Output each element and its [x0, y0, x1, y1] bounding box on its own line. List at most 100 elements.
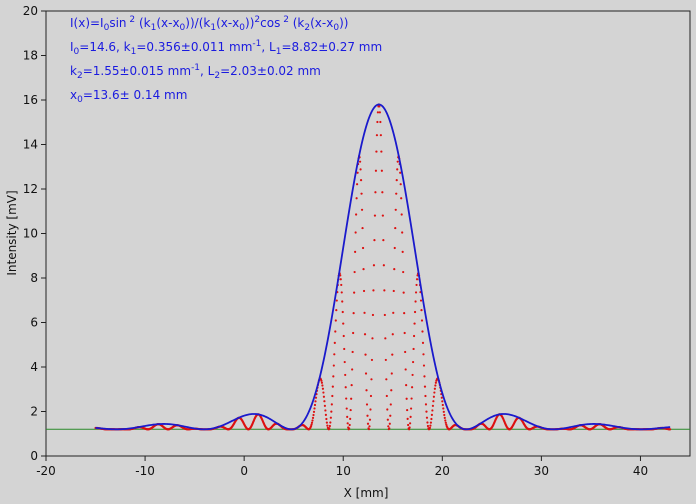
measured-point	[361, 246, 365, 250]
measured-point	[371, 337, 374, 340]
measured-point	[328, 427, 331, 430]
measured-point	[422, 353, 425, 356]
measured-point	[402, 291, 405, 294]
fit-series	[95, 103, 671, 431]
y-tick-label: 2	[30, 405, 38, 419]
x-tick-label: 40	[633, 464, 648, 478]
measured-point	[408, 426, 411, 429]
measured-point	[369, 408, 372, 411]
measured-point	[408, 428, 411, 431]
measured-point	[442, 407, 445, 410]
measured-point	[382, 239, 385, 242]
measured-point	[443, 416, 446, 419]
measured-point	[325, 417, 328, 421]
measured-point	[401, 250, 404, 253]
measured-point	[389, 414, 392, 417]
measured-point	[442, 410, 445, 413]
annotation-params-3: x0=13.6± 0.14 mm	[70, 88, 187, 105]
measured-point	[412, 347, 415, 351]
measured-point	[340, 283, 343, 287]
measured-point	[380, 169, 383, 172]
measured-point	[384, 358, 387, 362]
measured-point	[323, 400, 326, 403]
y-tick-label: 20	[23, 4, 38, 18]
y-tick-label: 18	[23, 49, 38, 63]
measured-point	[429, 424, 432, 427]
measured-point	[376, 120, 379, 124]
measured-point	[391, 333, 394, 336]
measured-point	[375, 134, 379, 137]
measured-point	[330, 403, 333, 406]
measured-point	[431, 404, 434, 407]
measured-point	[414, 291, 418, 294]
measured-point	[431, 409, 434, 412]
measured-point	[393, 246, 396, 250]
measured-point	[388, 422, 391, 425]
measured-point	[410, 397, 413, 400]
measured-point	[345, 407, 348, 410]
measured-point	[421, 330, 424, 333]
measured-point	[348, 427, 351, 430]
measured-point	[425, 410, 428, 413]
measured-point	[369, 394, 373, 398]
measured-point	[374, 169, 378, 172]
measured-point	[411, 373, 414, 377]
measured-point	[363, 333, 367, 336]
annotation-params-2: k2=1.55±0.015 mm-1, L2=2.03±0.02 mm	[70, 63, 321, 81]
measured-point	[325, 421, 328, 424]
measured-point	[390, 389, 393, 392]
measured-point	[379, 134, 382, 137]
measured-point	[331, 385, 334, 388]
measured-point	[669, 428, 672, 431]
measured-point	[341, 310, 344, 314]
measured-point	[330, 410, 333, 413]
measured-point	[321, 384, 324, 387]
measured-point	[430, 413, 433, 416]
measured-point	[322, 395, 326, 398]
measured-point	[356, 183, 359, 186]
measured-point	[350, 384, 353, 387]
measured-point	[421, 341, 425, 344]
y-tick-label: 14	[23, 138, 38, 152]
measured-point	[344, 386, 347, 389]
measured-point	[351, 368, 354, 371]
axes: -20 -10 0 10 20 30 40 0 2 4 6 8 10 12 14 16 18 20	[23, 4, 691, 478]
measured-point	[312, 413, 315, 417]
measured-point	[335, 299, 338, 302]
measured-point	[346, 415, 349, 418]
measured-point	[381, 191, 384, 194]
measured-point	[343, 360, 346, 364]
measured-point	[404, 350, 407, 354]
x-tick-label: 20	[435, 464, 450, 478]
measured-point	[378, 111, 381, 114]
measured-point	[311, 419, 314, 422]
measured-point	[403, 312, 406, 315]
x-axis-label: X [mm]	[344, 486, 389, 500]
measured-point	[424, 403, 428, 406]
measured-point	[323, 404, 326, 407]
measured-point	[320, 381, 324, 384]
measured-point	[429, 421, 433, 424]
measured-point	[324, 409, 327, 412]
measured-point	[341, 300, 344, 303]
measured-point	[409, 422, 412, 425]
measured-point	[420, 309, 423, 312]
measured-point	[310, 421, 314, 424]
measured-point	[403, 331, 406, 335]
measured-point	[383, 289, 386, 292]
measured-point	[329, 416, 332, 419]
measured-point	[432, 395, 435, 398]
measured-point	[314, 400, 317, 403]
measured-point	[344, 373, 347, 377]
measured-point	[346, 422, 349, 425]
measured-point	[310, 423, 313, 426]
measured-point	[350, 397, 353, 400]
measured-point	[362, 268, 365, 271]
measured-point	[386, 408, 389, 411]
measured-point	[353, 291, 356, 294]
measured-point	[393, 268, 396, 271]
measured-point	[366, 422, 370, 425]
measured-point	[404, 368, 407, 371]
measured-point	[388, 427, 391, 430]
measured-point	[367, 428, 371, 431]
